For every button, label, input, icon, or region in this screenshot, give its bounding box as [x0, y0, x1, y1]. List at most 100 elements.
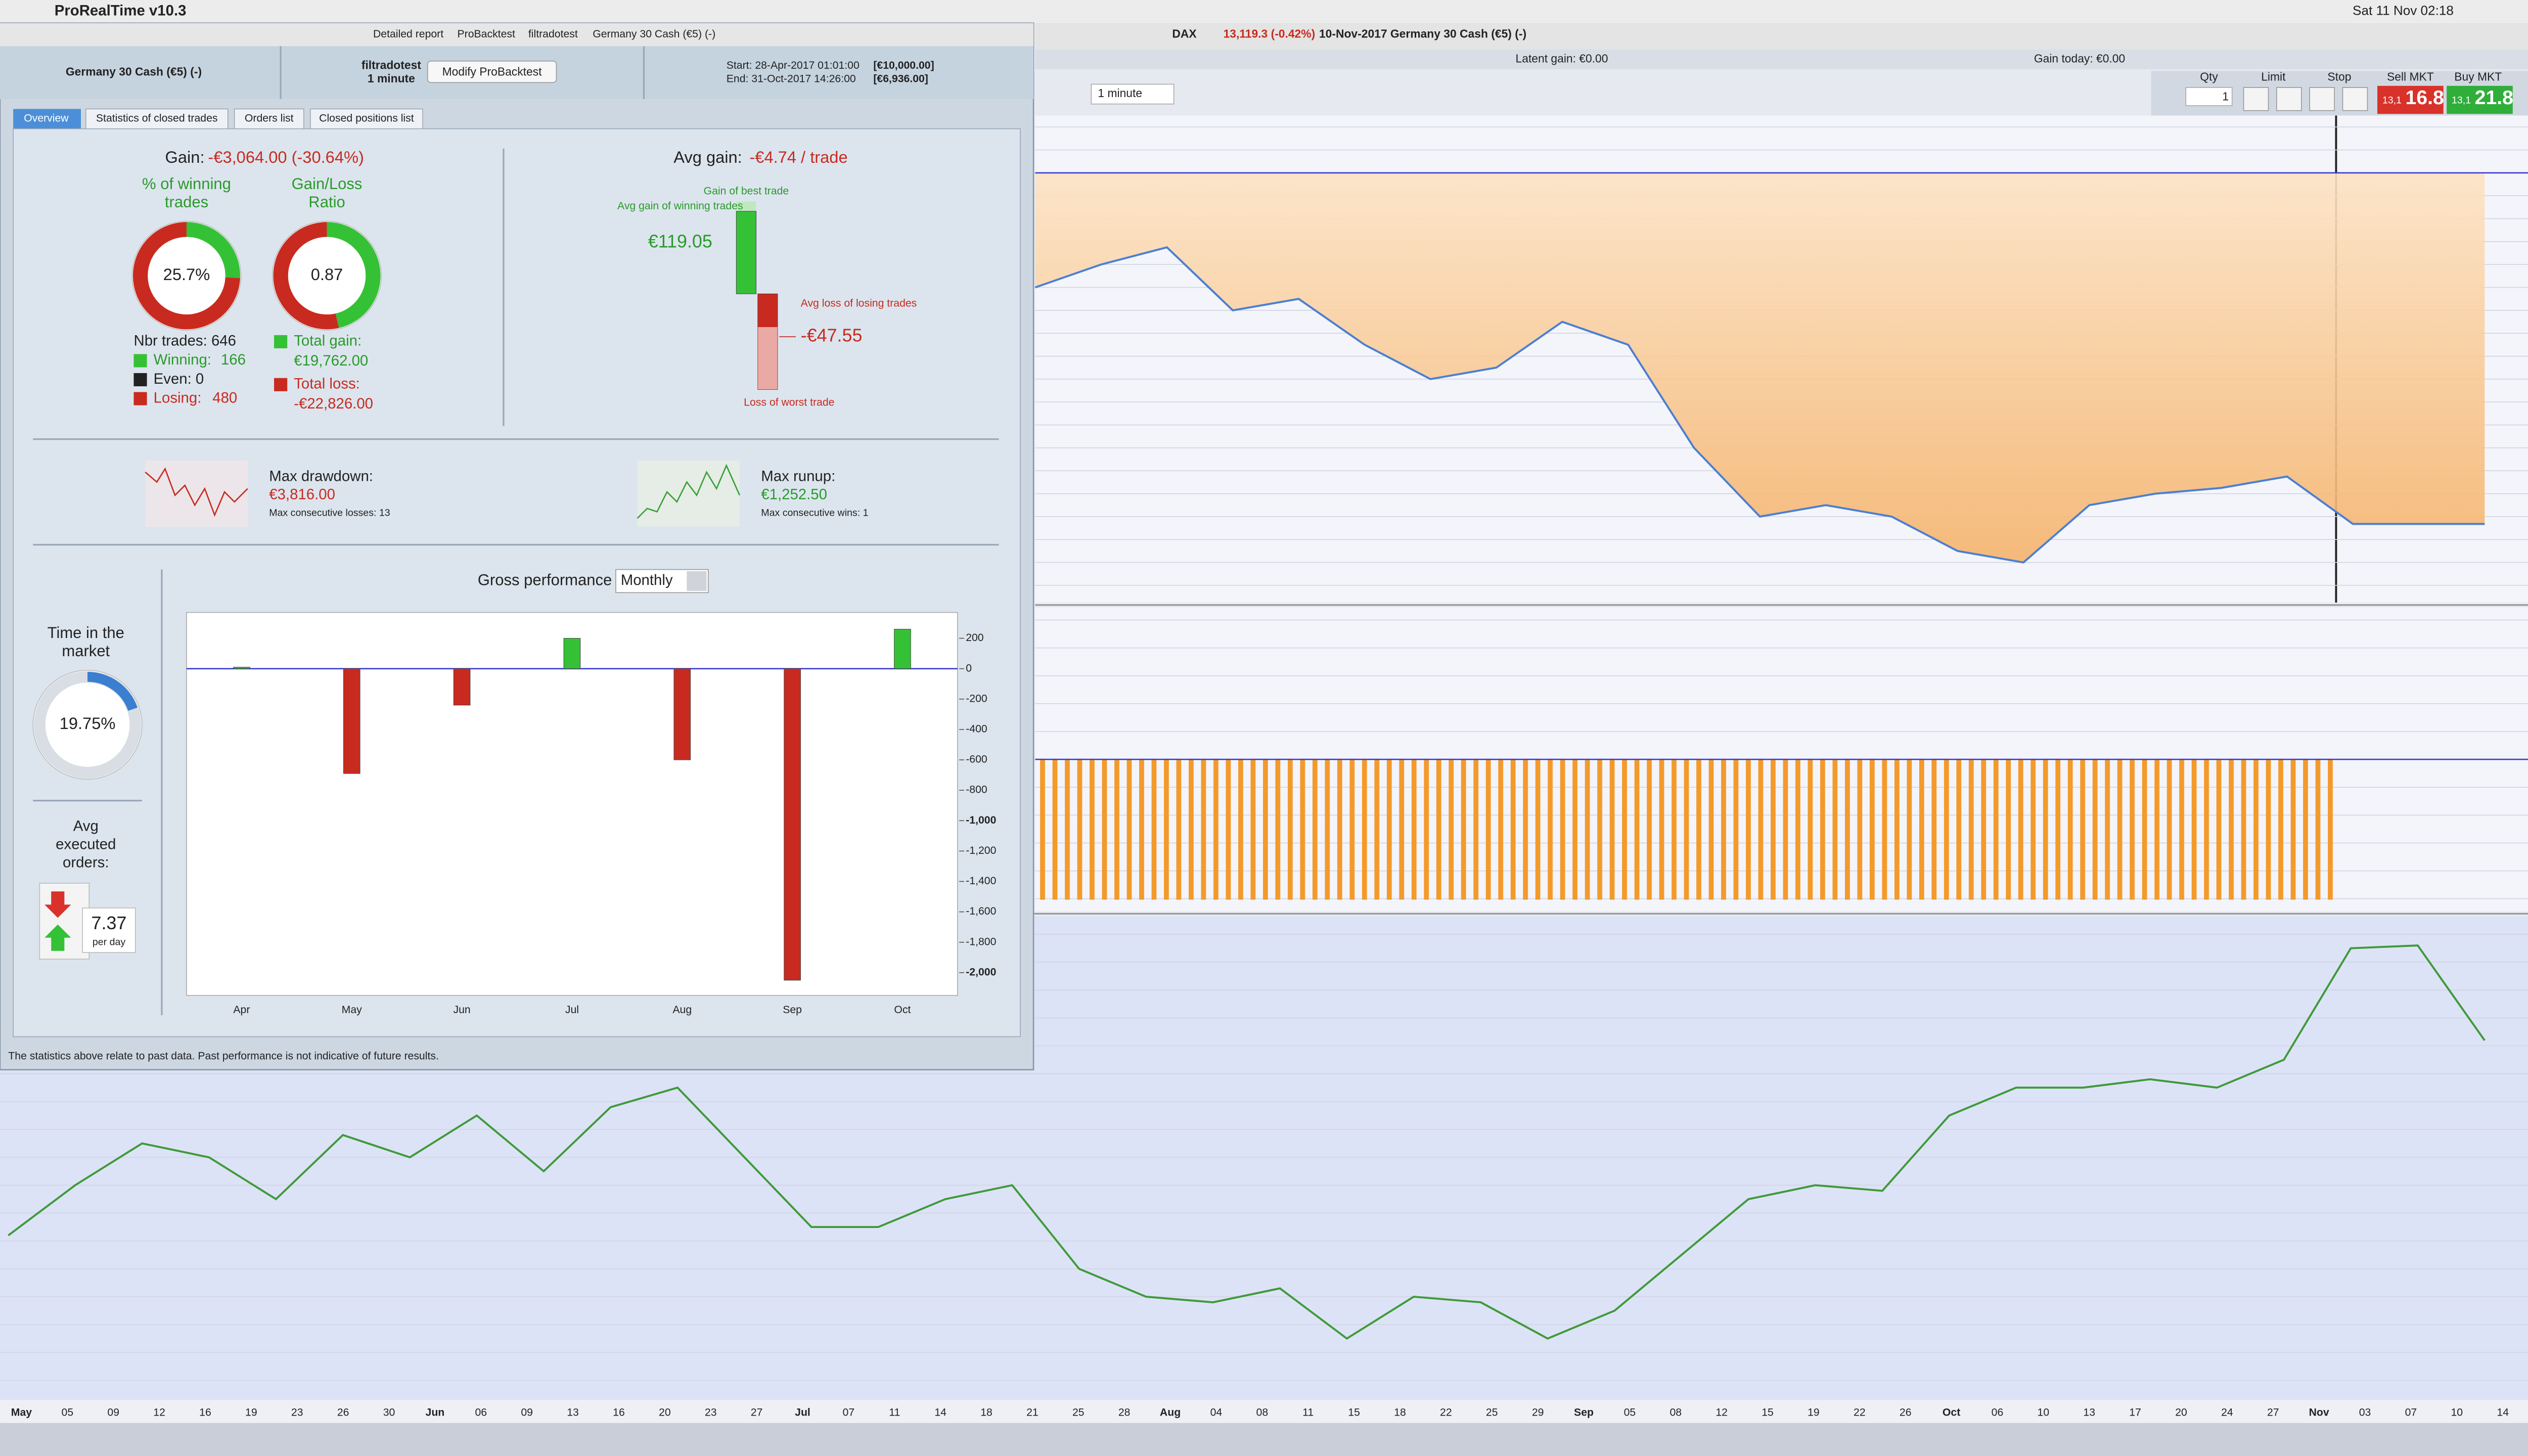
- gross-title: Gross performance: [478, 571, 612, 589]
- legend-value: 480: [212, 389, 237, 406]
- date-label: 10: [2038, 1407, 2050, 1419]
- window-title: Germany 30 Cash (€5) (-): [593, 28, 715, 40]
- chart-title: Time in the: [48, 624, 124, 642]
- date-label: 06: [475, 1407, 487, 1419]
- max-consecutive-losses: Max consecutive losses: 13: [269, 508, 390, 519]
- buy-label: Buy MKT: [2454, 70, 2502, 83]
- limit-sell[interactable]: [2276, 87, 2302, 111]
- x-tick-label: Aug: [672, 1004, 692, 1016]
- date-label: 22: [1440, 1407, 1452, 1419]
- legend-name: Total gain:: [294, 333, 362, 349]
- stop-buy[interactable]: [2309, 87, 2335, 111]
- donut-arc: [186, 222, 241, 278]
- date-label: 11: [889, 1407, 900, 1419]
- timeframe-select[interactable]: [1091, 83, 1175, 105]
- avg-loss-bar: [757, 293, 778, 327]
- bar: [343, 668, 360, 774]
- equity-area: [1035, 172, 2485, 563]
- disclaimer: The statistics above relate to past data…: [8, 1050, 439, 1062]
- stop-label: Stop: [2327, 70, 2351, 83]
- gauge-bg: [32, 669, 143, 780]
- legend-name: Winning:: [154, 351, 211, 368]
- date-label: Oct: [1943, 1407, 1960, 1419]
- y-tick-label: -400: [966, 723, 987, 735]
- chart-title: Ratio: [308, 193, 345, 211]
- avg-orders: 7.37: [92, 913, 127, 933]
- date-label: 13: [567, 1407, 579, 1419]
- qty: 1: [2222, 90, 2229, 103]
- buy-button[interactable]: [2447, 85, 2513, 114]
- modify-button[interactable]: [427, 61, 557, 83]
- tab[interactable]: [310, 108, 423, 129]
- avg-orders-label: Avg: [73, 818, 99, 835]
- legend-value: 166: [221, 351, 246, 368]
- y-tick-label: -1,400: [966, 875, 996, 887]
- y-tick-label: -600: [966, 754, 987, 765]
- report-titlebar: [0, 23, 1034, 47]
- date-label: 10: [2451, 1407, 2463, 1419]
- date-label: 15: [1348, 1407, 1360, 1419]
- date-label: Jun: [426, 1407, 445, 1419]
- legend-value: -€22,826.00: [294, 395, 373, 412]
- donut-bg: [272, 220, 382, 331]
- date-label: 09: [107, 1407, 119, 1419]
- down-arrow: [44, 891, 71, 918]
- bar: [673, 668, 691, 760]
- gauge-label: 19.75%: [60, 714, 116, 733]
- date-label: 25: [1486, 1407, 1498, 1419]
- latent-gain: Latent gain: €0.00: [1516, 52, 1608, 65]
- date-label: 07: [2405, 1407, 2417, 1419]
- runup-thumb: [637, 461, 740, 527]
- legend-name: Even:: [154, 371, 192, 387]
- avg-loss-label: Avg loss of losing trades: [801, 297, 917, 309]
- legend-swatch: [133, 354, 147, 368]
- x-tick-label: May: [342, 1004, 362, 1016]
- sell-button[interactable]: [2377, 85, 2444, 114]
- legend-swatch: [133, 392, 147, 405]
- clock: Sat 11 Nov 02:18: [2353, 3, 2454, 18]
- drawdown-thumb: [145, 461, 248, 527]
- max-runup-label: Max runup:: [761, 468, 835, 484]
- sell-head: 13,1: [2382, 95, 2402, 106]
- y-tick-label: -1,600: [966, 905, 996, 917]
- donut-bg: [131, 220, 242, 331]
- tab[interactable]: [85, 108, 229, 129]
- date-label: 29: [1532, 1407, 1544, 1419]
- y-tick-label: -1,200: [966, 845, 996, 856]
- select-arrow: [687, 571, 707, 591]
- qty-input[interactable]: [2185, 87, 2233, 106]
- date-label: 06: [1992, 1407, 2004, 1419]
- runup-spark: [637, 464, 741, 519]
- date-label: Nov: [2309, 1407, 2329, 1419]
- date-label: 24: [2221, 1407, 2233, 1419]
- y-tick-label: -200: [966, 693, 987, 704]
- report-instrument: Germany 30 Cash (€5) (-): [66, 65, 202, 78]
- avg-loss-value: -€47.55: [801, 325, 863, 346]
- legend-name: Losing:: [154, 389, 202, 406]
- drawdown-spark: [145, 467, 248, 517]
- avg-orders-label: orders:: [63, 854, 109, 871]
- up-arrow: [44, 924, 71, 951]
- start-capital: [€10,000.00]: [873, 60, 934, 71]
- window-title: Detailed report: [373, 28, 443, 40]
- stop-sell[interactable]: [2342, 87, 2368, 111]
- legend-swatch: [133, 373, 147, 387]
- x-tick-label: Apr: [233, 1004, 250, 1016]
- modify-label: Modify ProBacktest: [442, 65, 542, 78]
- gain-label: Gain:: [165, 148, 205, 166]
- date-label: 25: [1072, 1407, 1085, 1419]
- date-label: 09: [521, 1407, 533, 1419]
- date-label: 22: [1854, 1407, 1866, 1419]
- donut-arc: [132, 222, 240, 330]
- legend-swatch: [274, 378, 288, 391]
- tab[interactable]: [234, 108, 304, 129]
- max-drawdown-label: Max drawdown:: [269, 468, 373, 484]
- end-capital: [€6,936.00]: [873, 73, 928, 84]
- report-window: Detailed report ProBacktest filtradotest…: [0, 22, 1034, 1071]
- series-line: [8, 944, 2486, 1340]
- gain-bar: [1035, 49, 2528, 70]
- date-label: 20: [2175, 1407, 2187, 1419]
- tab-active[interactable]: [13, 109, 81, 129]
- limit-buy[interactable]: [2243, 87, 2269, 111]
- date-label: 08: [1256, 1407, 1269, 1419]
